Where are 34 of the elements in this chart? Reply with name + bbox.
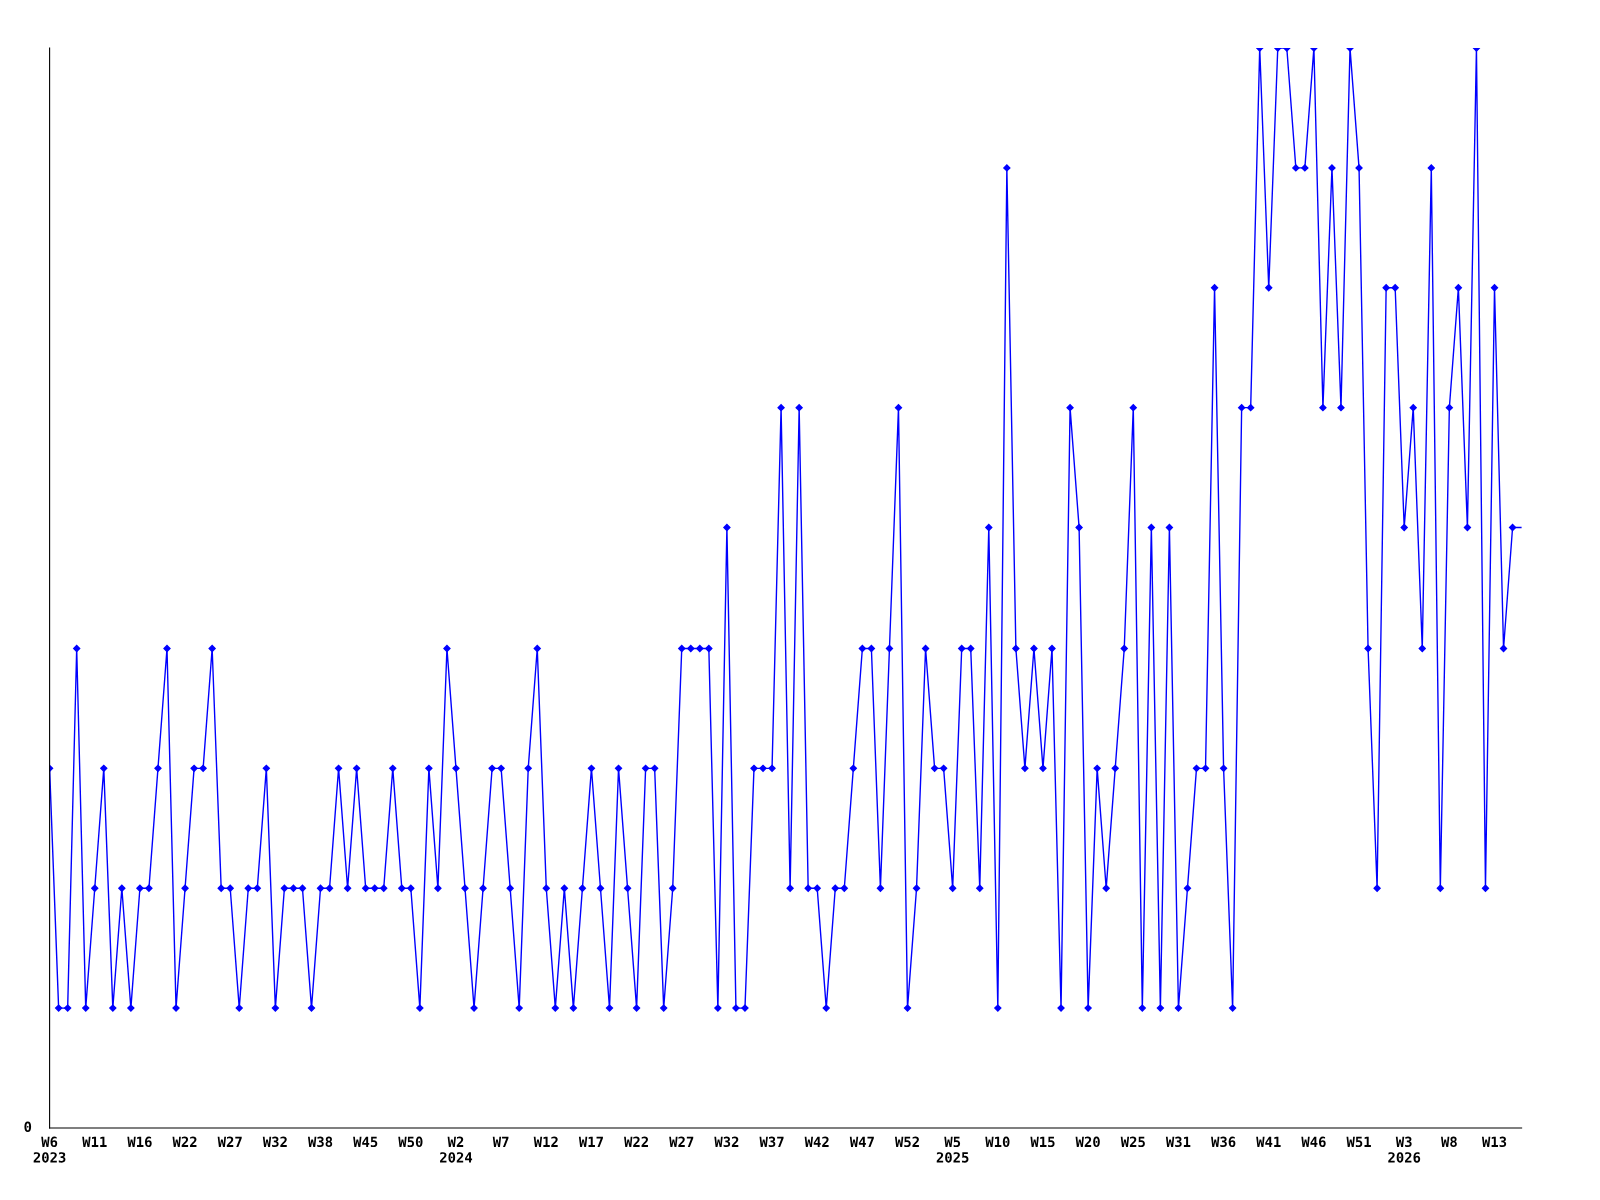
x-tick-label: W16 <box>127 1136 152 1148</box>
x-tick-label: W5 2025 <box>936 1136 969 1163</box>
x-tick-label: W51 <box>1346 1136 1371 1148</box>
x-tick-label: W27 <box>669 1136 694 1147</box>
x-tick-label: W11 <box>82 1136 107 1147</box>
x-tick-label: W22 <box>172 1136 197 1147</box>
x-tick-label: W2 2024 <box>440 1136 473 1163</box>
x-tick-label: W47 <box>849 1136 874 1147</box>
x-tick-label: W13 <box>1481 1136 1507 1148</box>
x-tick-label: W37 <box>759 1136 784 1148</box>
x-tick-label: W8 <box>1440 1136 1457 1148</box>
x-tick-label: W32 <box>262 1136 287 1148</box>
x-tick-label: W17 <box>578 1136 603 1147</box>
x-tick-label: W3 2026 <box>1388 1136 1421 1163</box>
x-tick-label: W27 <box>217 1136 242 1147</box>
x-tick-label: W32 <box>714 1136 739 1148</box>
x-tick-label: W52 <box>894 1136 919 1148</box>
x-tick-label: W20 <box>1075 1136 1100 1148</box>
x-tick-label: W10 <box>985 1136 1010 1148</box>
x-tick-label: W6 2023 <box>33 1136 66 1163</box>
x-tick-label: W25 <box>1120 1136 1145 1148</box>
x-tick-label: W7 <box>492 1136 509 1147</box>
x-tick-label: W15 <box>1030 1136 1055 1148</box>
x-tick-label: W22 <box>624 1136 648 1147</box>
x-tick-label: W42 <box>804 1136 829 1147</box>
x-tick-label: W50 <box>398 1136 423 1148</box>
text: 0 <box>24 1121 32 1133</box>
x-tick-label: W46 <box>1301 1136 1326 1148</box>
x-tick-label: W36 <box>1211 1136 1236 1148</box>
x-tick-label: W38 <box>307 1136 333 1148</box>
x-tick-label: W31 <box>1165 1136 1191 1148</box>
x-tick-label: W45 <box>353 1136 378 1148</box>
x-tick-label: W12 <box>533 1136 558 1147</box>
x-tick-label: W41 <box>1256 1136 1281 1147</box>
